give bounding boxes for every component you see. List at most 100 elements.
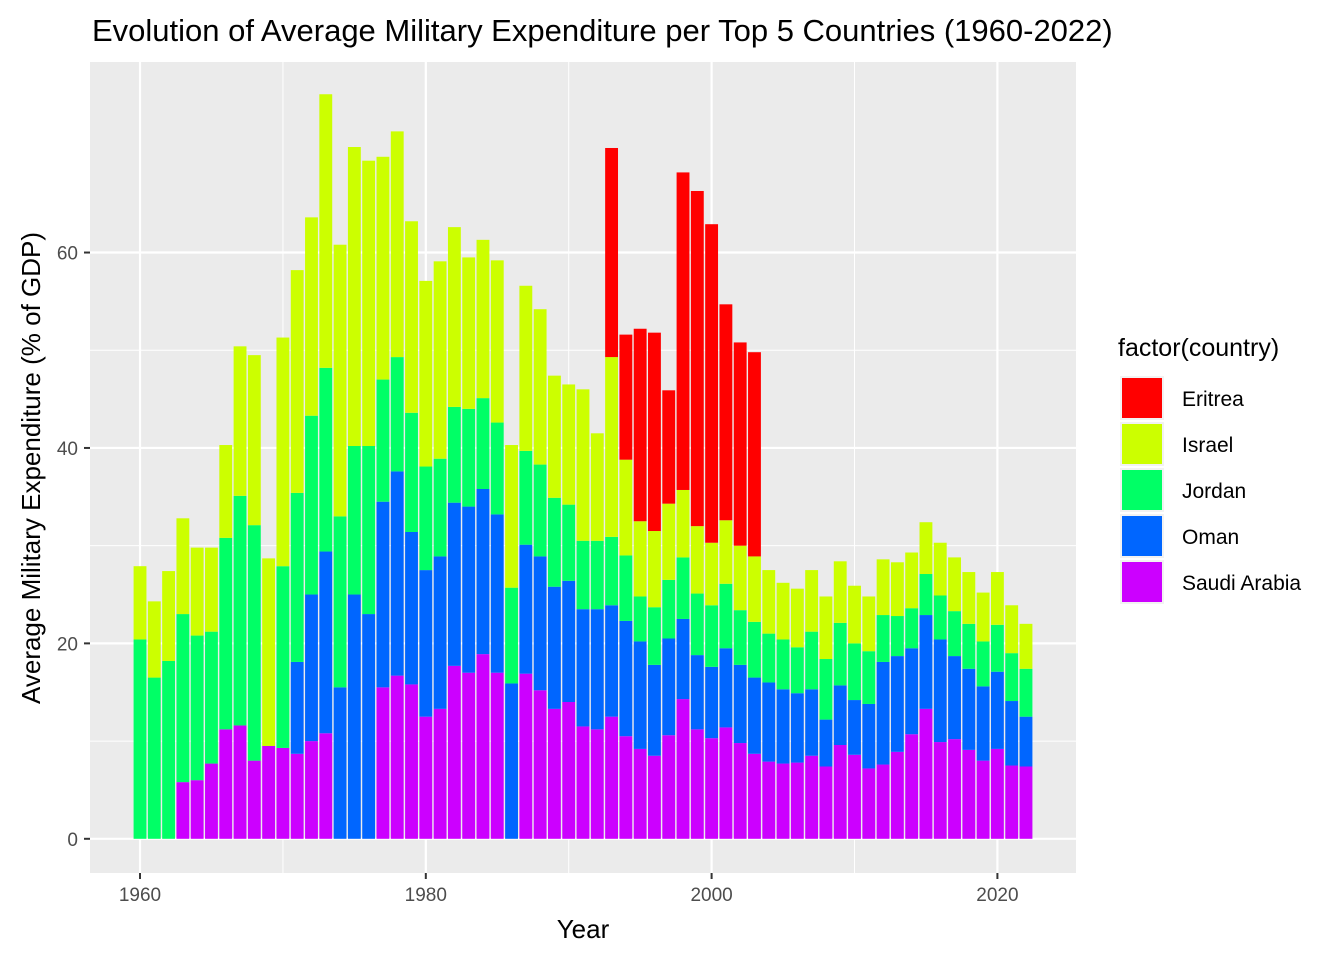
bar-oman — [347, 594, 361, 839]
bar-jordan — [190, 635, 204, 781]
bar-saudi-arabia — [662, 735, 676, 839]
bar-saudi-arabia — [1005, 765, 1019, 839]
bar-jordan — [462, 408, 476, 507]
bar-saudi-arabia — [648, 755, 661, 839]
bar-jordan — [476, 398, 490, 489]
bar-saudi-arabia — [762, 761, 776, 839]
bar-jordan — [447, 406, 461, 503]
bar-jordan — [490, 422, 504, 515]
bar-saudi-arabia — [247, 760, 261, 839]
bar-israel — [719, 520, 733, 584]
bar-oman — [576, 609, 590, 727]
legend-label: Israel — [1182, 434, 1233, 457]
bar-israel — [990, 572, 1004, 625]
bar-israel — [390, 131, 404, 358]
bar-saudi-arabia — [547, 708, 561, 839]
bar-saudi-arabia — [205, 763, 218, 839]
legend-label: Saudi Arabia — [1182, 572, 1301, 595]
bar-oman — [962, 668, 976, 750]
bar-oman — [919, 615, 933, 709]
bar-israel — [433, 261, 447, 459]
bar-eritrea — [633, 328, 647, 522]
bar-saudi-arabia — [776, 763, 790, 839]
bar-israel — [205, 547, 218, 632]
bar-saudi-arabia — [862, 768, 876, 839]
bar-jordan — [748, 621, 761, 678]
bar-israel — [133, 566, 147, 640]
bar-saudi-arabia — [1019, 766, 1033, 839]
bar-saudi-arabia — [390, 675, 404, 839]
bar-oman — [333, 687, 347, 839]
bar-jordan — [1005, 653, 1019, 702]
bar-israel — [690, 526, 704, 594]
bar-jordan — [547, 497, 561, 587]
bar-oman — [562, 580, 576, 703]
bar-saudi-arabia — [590, 729, 604, 839]
y-axis: 0 20 40 60 — [57, 244, 90, 851]
bar-saudi-arabia — [405, 684, 418, 839]
bar-saudi-arabia — [948, 739, 961, 839]
bar-jordan — [376, 379, 390, 502]
bar-oman — [505, 683, 518, 839]
bar-israel — [490, 260, 504, 423]
bar-israel — [262, 558, 276, 746]
y-axis-title: Average Military Expenditure (% of GDP) — [16, 232, 46, 704]
bar-oman — [748, 677, 761, 754]
bar-eritrea — [605, 147, 619, 358]
bar-eritrea — [705, 224, 719, 543]
bar-jordan — [719, 583, 733, 649]
bar-oman — [976, 686, 990, 761]
bar-eritrea — [662, 390, 676, 504]
bar-israel — [562, 384, 576, 505]
bar-saudi-arabia — [790, 762, 804, 839]
bar-saudi-arabia — [719, 727, 733, 839]
bar-saudi-arabia — [805, 755, 819, 839]
bar-israel — [733, 545, 747, 611]
bar-israel — [190, 547, 204, 636]
bar-israel — [233, 346, 247, 496]
bar-jordan — [390, 357, 404, 472]
bar-israel — [833, 561, 847, 623]
bar-oman — [848, 700, 861, 755]
bar-jordan — [933, 595, 947, 640]
x-axis: 1960 1980 2000 2020 — [119, 873, 1019, 906]
bar-israel — [305, 217, 318, 416]
bar-saudi-arabia — [848, 754, 861, 839]
bar-israel — [419, 280, 433, 467]
chart-title: Evolution of Average Military Expenditur… — [92, 13, 1113, 48]
bar-oman — [547, 586, 561, 709]
bar-eritrea — [733, 342, 747, 546]
bar-jordan — [833, 622, 847, 686]
bar-oman — [476, 488, 490, 655]
bar-jordan — [890, 616, 904, 657]
bar-jordan — [976, 641, 990, 687]
bar-jordan — [147, 677, 161, 839]
bar-oman — [290, 661, 304, 754]
bar-israel — [290, 270, 304, 493]
bar-oman — [390, 471, 404, 676]
bar-israel — [805, 570, 819, 632]
bar-jordan — [419, 466, 433, 571]
bar-oman — [733, 664, 747, 744]
bar-jordan — [633, 596, 647, 642]
bar-oman — [533, 556, 547, 691]
bar-oman — [876, 661, 890, 765]
bar-saudi-arabia — [319, 733, 333, 839]
bar-oman — [805, 689, 819, 756]
bar-israel — [948, 557, 961, 612]
bar-israel — [762, 570, 776, 634]
bar-saudi-arabia — [819, 766, 833, 839]
legend-label: Oman — [1182, 526, 1239, 549]
bar-saudi-arabia — [905, 734, 919, 839]
bar-jordan — [290, 492, 304, 662]
bar-saudi-arabia — [990, 748, 1004, 839]
bar-jordan — [347, 446, 361, 595]
bar-saudi-arabia — [476, 654, 490, 839]
bar-jordan — [876, 615, 890, 662]
bar-oman — [376, 501, 390, 688]
bar-saudi-arabia — [705, 738, 719, 839]
bar-saudi-arabia — [233, 725, 247, 839]
bar-saudi-arabia — [419, 716, 433, 839]
bar-eritrea — [676, 172, 690, 490]
bar-jordan — [848, 643, 861, 701]
